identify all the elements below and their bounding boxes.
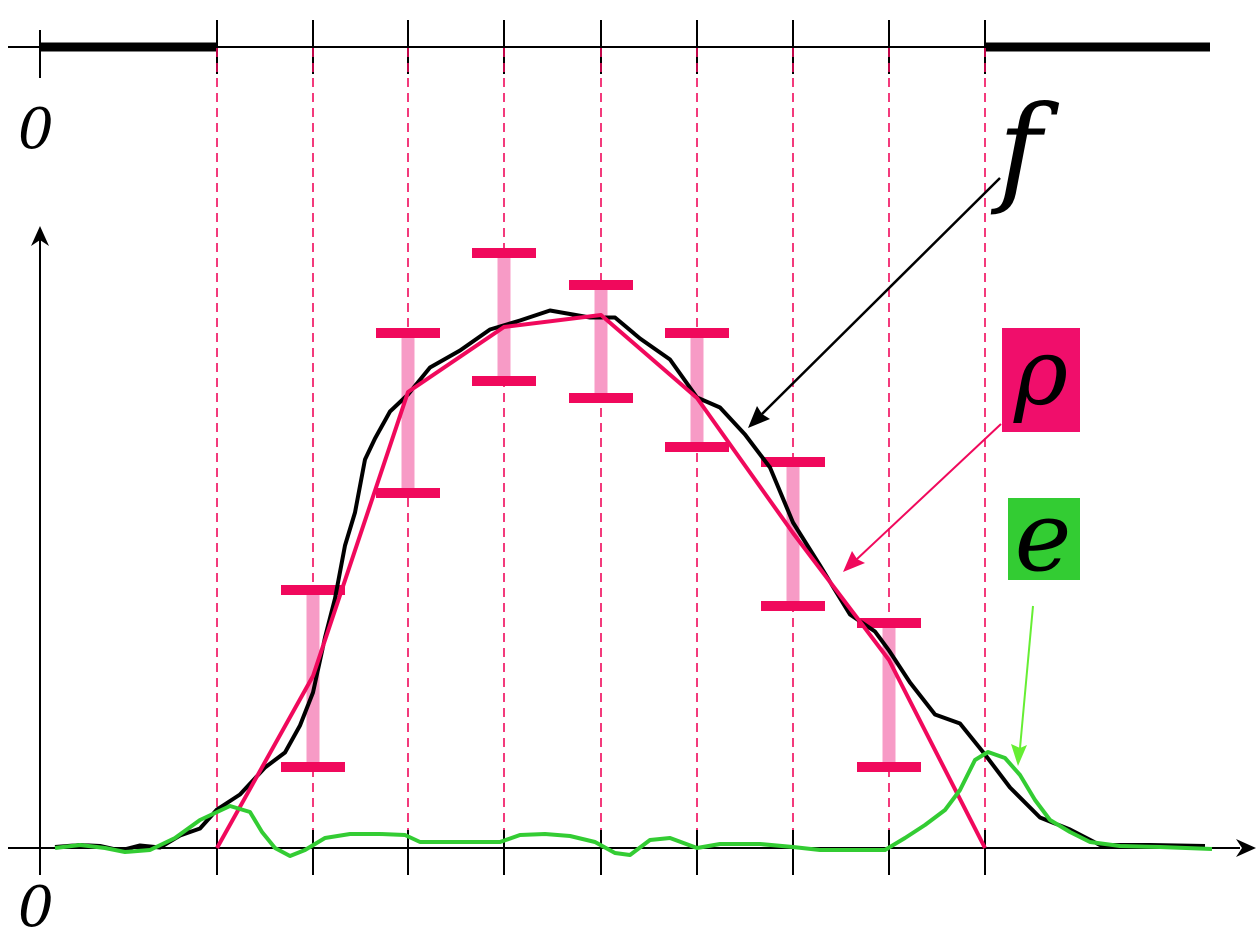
rho-callout-arrowhead (843, 551, 865, 572)
f-callout-arrowhead (748, 406, 770, 428)
error-bar (665, 328, 729, 452)
label-rho-group: ρ (843, 319, 1080, 572)
x-axis-arrowhead (1236, 839, 1256, 857)
label-rho: ρ (1013, 319, 1068, 426)
partition-dashed-lines (216, 48, 986, 848)
error-bars (281, 248, 921, 772)
error-e-curve (54, 750, 1213, 858)
e-callout-arrowhead (1011, 744, 1027, 766)
error-bar (857, 618, 921, 772)
bottom-zero-label: 0 (18, 875, 54, 933)
main-axes: 0 (8, 226, 1256, 933)
e-label-background (1008, 498, 1080, 580)
top-axis: 0 (8, 20, 1210, 162)
label-f: f (990, 80, 1060, 218)
top-zero-label: 0 (18, 97, 54, 162)
e-callout-line (1019, 605, 1034, 749)
label-e: e (1015, 481, 1072, 593)
y-axis-arrowhead (31, 226, 49, 246)
f-callout-line (761, 177, 1001, 415)
label-e-group: e (1008, 481, 1080, 766)
rho-callout-line (856, 423, 1002, 560)
rho-label-background (1002, 328, 1080, 432)
piecewise-linear-rho (215, 313, 987, 849)
error-bar (569, 280, 633, 403)
error-bar (376, 328, 440, 498)
error-bar (472, 248, 536, 386)
x-axis-ticks (39, 830, 986, 875)
